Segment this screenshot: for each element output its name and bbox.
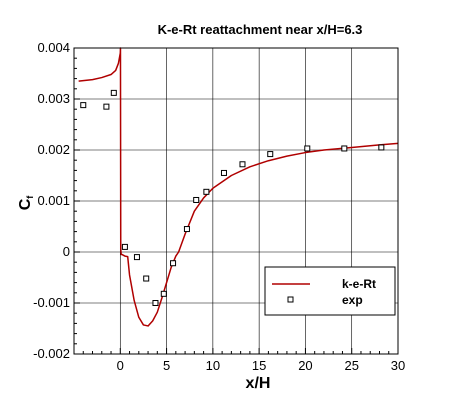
x-tick-label: 15 bbox=[252, 358, 266, 373]
data-point-exp bbox=[170, 260, 177, 267]
x-tick-label: 10 bbox=[206, 358, 220, 373]
data-point-exp bbox=[103, 103, 110, 110]
y-tick-label: -0.002 bbox=[33, 346, 70, 361]
x-tick-label: 30 bbox=[391, 358, 405, 373]
legend-label-scatter: exp bbox=[342, 293, 363, 307]
y-tick-label: 0.001 bbox=[37, 193, 70, 208]
data-point-exp bbox=[110, 89, 117, 96]
data-point-exp bbox=[143, 275, 150, 282]
x-tick-label: 5 bbox=[163, 358, 170, 373]
legend-marker-swatch bbox=[287, 296, 294, 303]
y-tick-label: 0.004 bbox=[37, 40, 70, 55]
x-axis-label: x/H bbox=[246, 375, 271, 392]
data-point-exp bbox=[220, 169, 227, 176]
y-axis-label-subscript: f bbox=[25, 195, 35, 199]
y-tick-label: -0.001 bbox=[33, 295, 70, 310]
x-tick-label: 25 bbox=[344, 358, 358, 373]
svg-text:Cf: Cf bbox=[17, 195, 35, 211]
y-axis-label-main: C bbox=[17, 198, 34, 210]
legend: k-e-Rt exp bbox=[264, 266, 396, 316]
x-tick-label: 0 bbox=[117, 358, 124, 373]
series-line-k-e-rt bbox=[78, 47, 399, 327]
data-point-exp bbox=[160, 290, 167, 297]
data-point-exp bbox=[193, 196, 200, 203]
axis-ticks: 0 5 10 15 20 25 30 -0.002 -0.001 0 0.001 0.002 0.003… bbox=[33, 40, 405, 373]
data-point-exp bbox=[152, 300, 159, 306]
data-point-exp bbox=[183, 226, 190, 233]
legend-box bbox=[264, 266, 396, 316]
data-point-exp bbox=[239, 161, 246, 168]
data-point-exp bbox=[80, 102, 87, 109]
y-tick-label: 0.002 bbox=[37, 142, 70, 157]
data-point-exp bbox=[133, 254, 140, 261]
data-point-exp bbox=[121, 243, 128, 250]
x-tick-label: 20 bbox=[298, 358, 312, 373]
y-axis-label: Cf bbox=[17, 195, 35, 211]
data-point-exp bbox=[304, 145, 311, 152]
chart-title: K-e-Rt reattachment near x/H=6.3 bbox=[158, 22, 363, 37]
y-tick-label: 0 bbox=[63, 244, 70, 259]
data-point-exp bbox=[203, 188, 210, 195]
data-point-exp bbox=[341, 145, 348, 152]
y-tick-label: 0.003 bbox=[37, 91, 70, 106]
legend-label-line: k-e-Rt bbox=[342, 277, 376, 291]
data-point-exp bbox=[267, 151, 274, 158]
plot-area bbox=[78, 47, 399, 327]
data-point-exp bbox=[378, 144, 385, 151]
